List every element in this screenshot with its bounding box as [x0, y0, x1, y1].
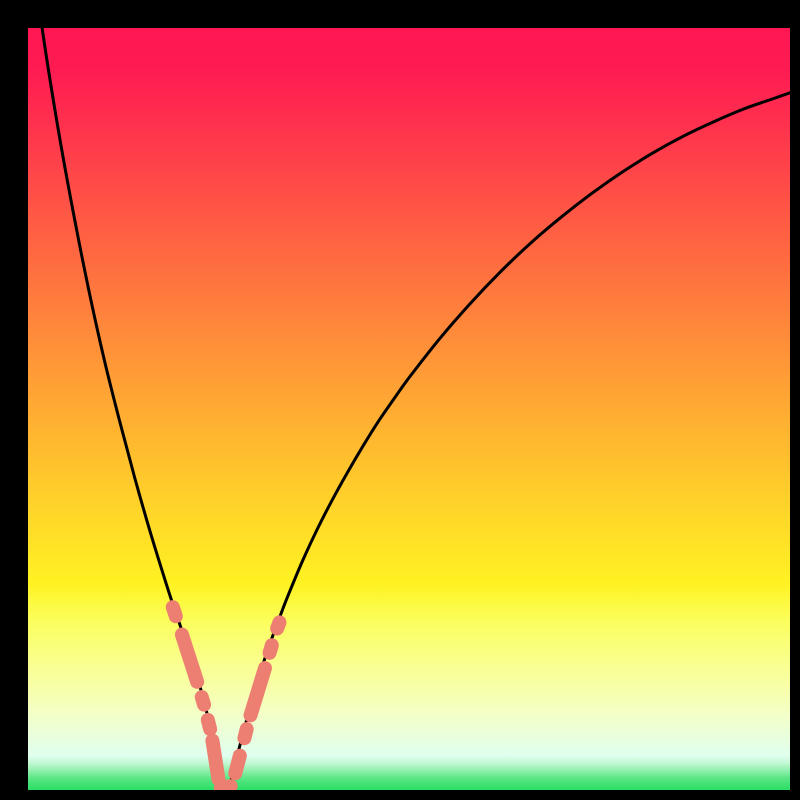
marker-pill — [173, 607, 176, 616]
marker-pill — [202, 697, 204, 705]
marker-pill — [277, 622, 279, 628]
plot-background-gradient — [28, 28, 790, 790]
marker-pill — [208, 720, 210, 729]
marker-pill — [221, 786, 231, 788]
marker-pill — [270, 645, 272, 653]
marker-pill — [212, 740, 218, 779]
bottleneck-chart — [0, 0, 800, 800]
marker-pill — [235, 756, 240, 774]
chart-container: TheBottleneck.com — [0, 0, 800, 800]
marker-pill — [244, 729, 246, 738]
